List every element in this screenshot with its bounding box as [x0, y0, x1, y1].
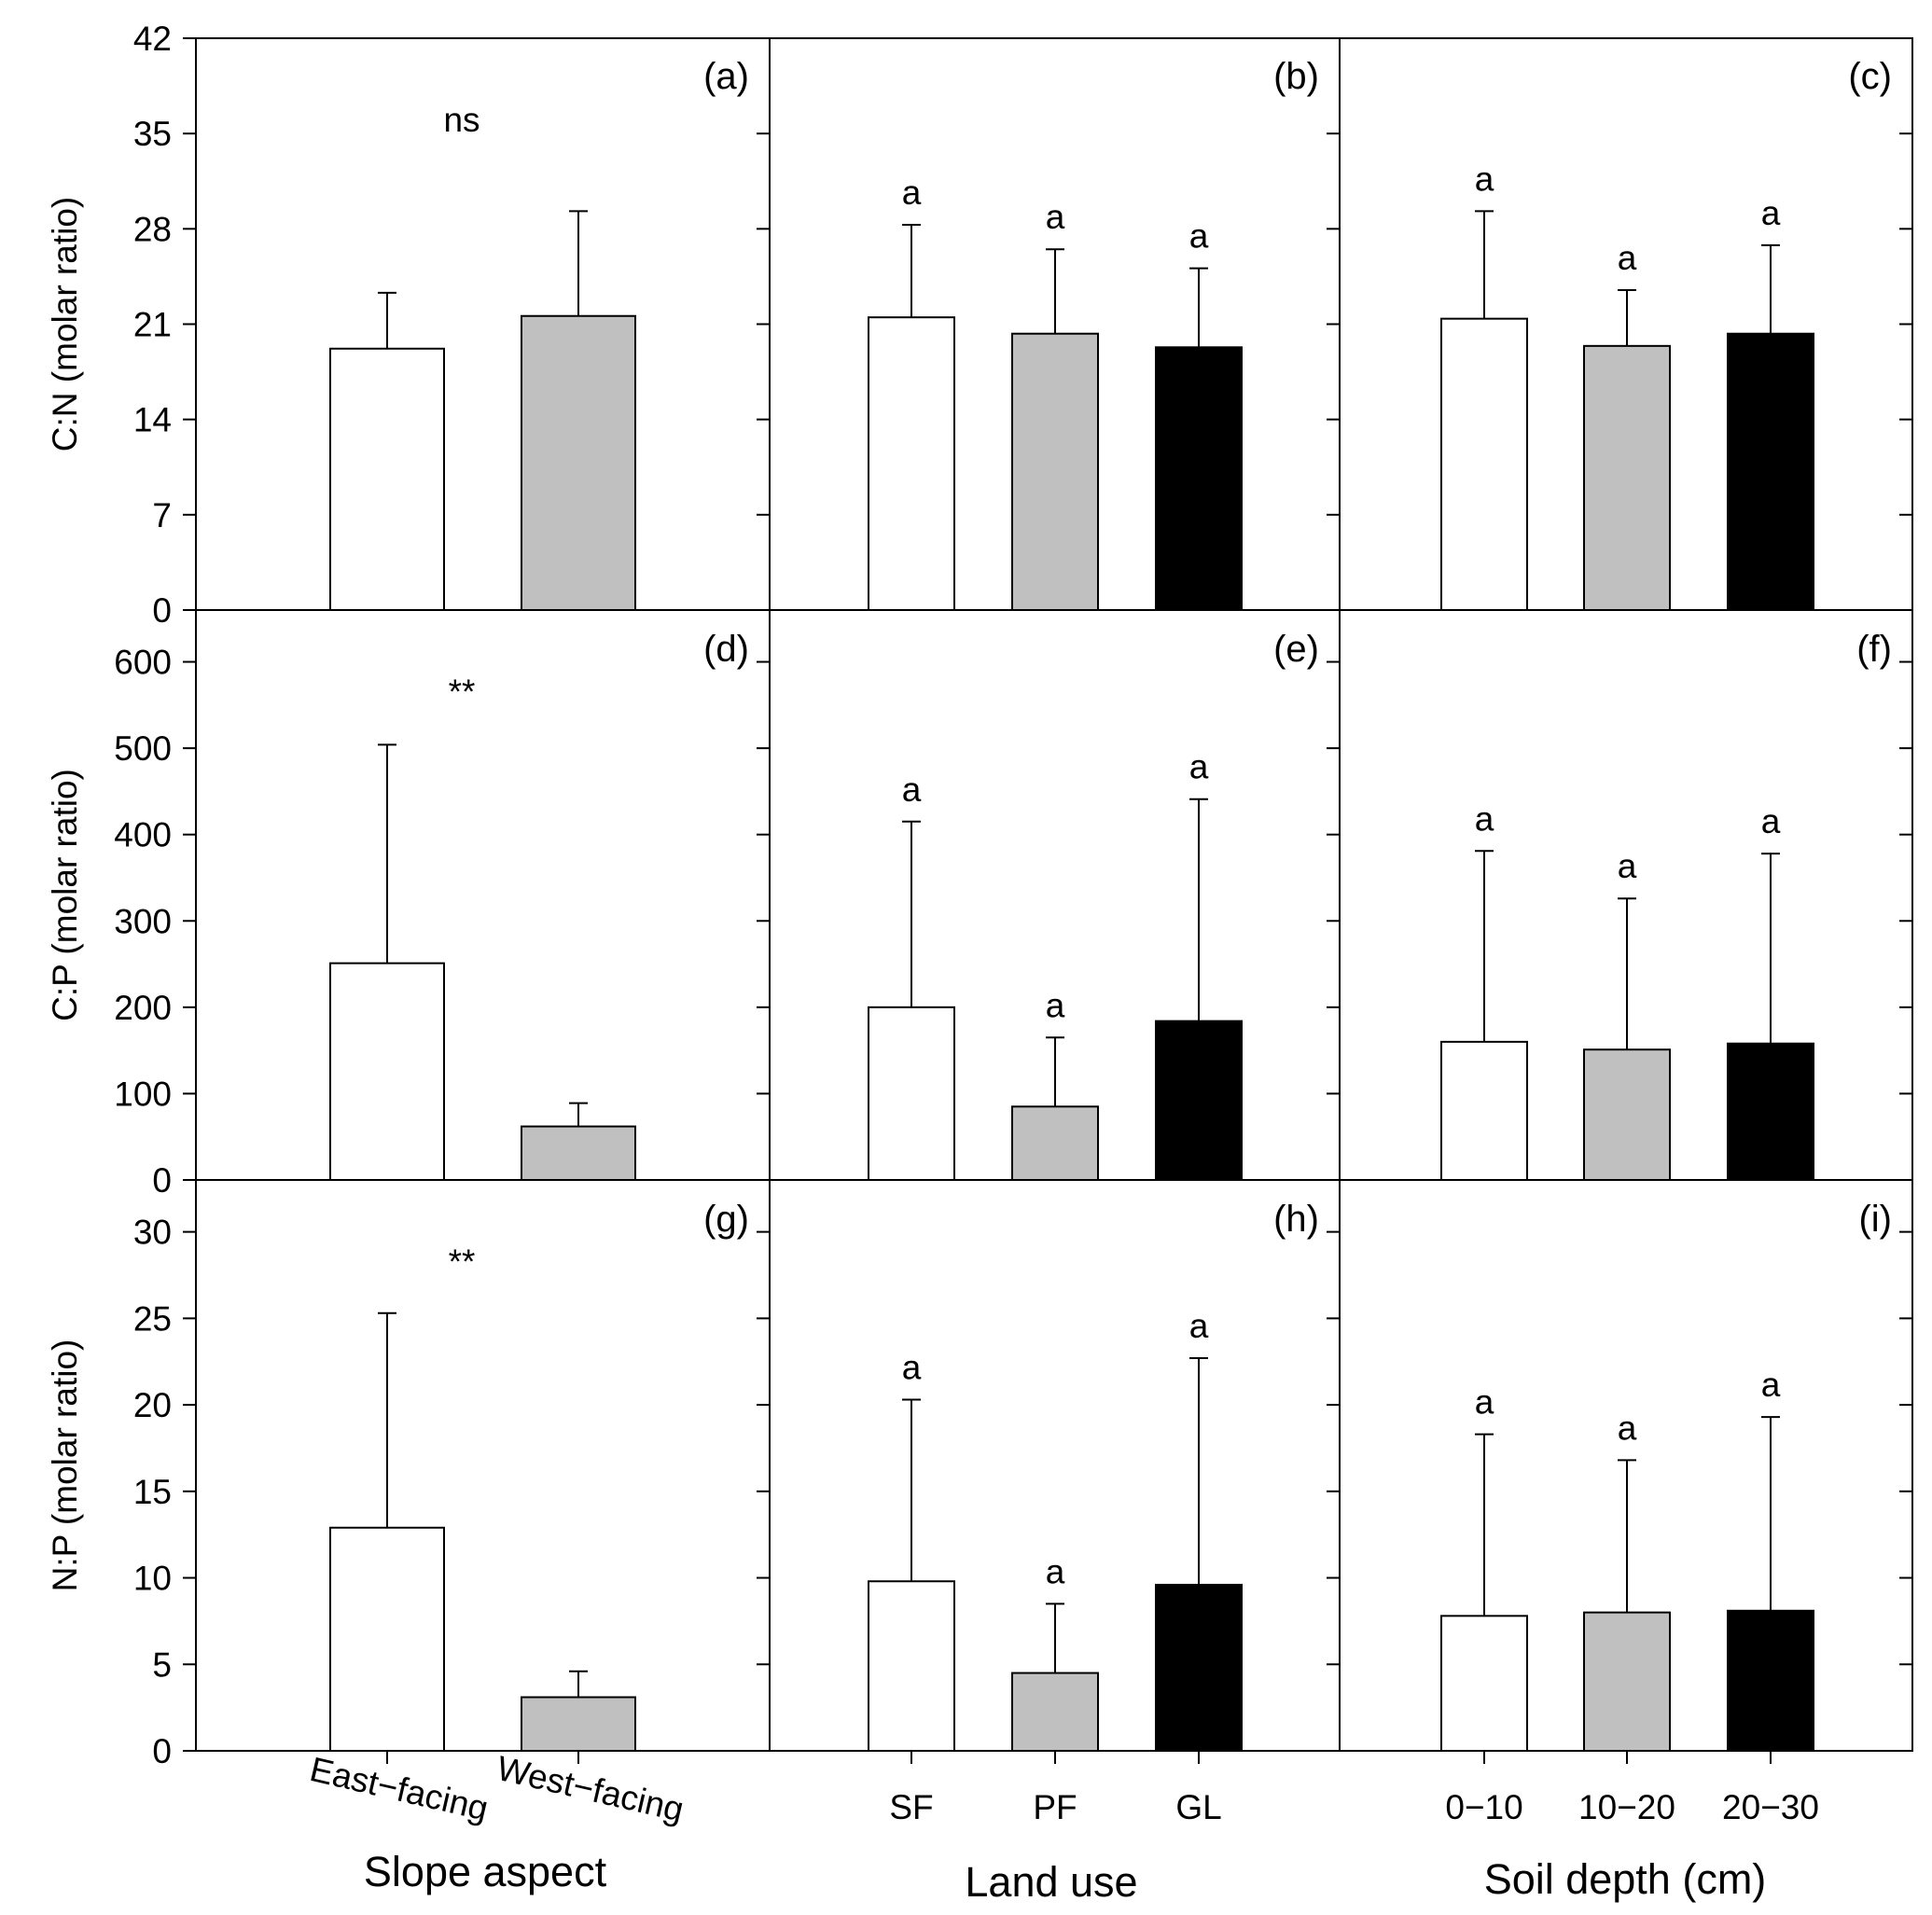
- significance-annotation: **: [449, 1242, 476, 1281]
- x-tick-label: GL: [1175, 1788, 1221, 1826]
- bar: [1583, 1611, 1671, 1752]
- y-tick-label: 300: [114, 902, 172, 940]
- significance-label: a: [1189, 1307, 1209, 1345]
- y-tick-label: 14: [133, 401, 172, 439]
- x-axis-title: Soil depth (cm): [1484, 1855, 1767, 1903]
- significance-label: a: [1475, 1383, 1494, 1422]
- panel-frame: [195, 609, 771, 1181]
- bar: [1583, 344, 1671, 611]
- y-tick-label: 28: [133, 210, 172, 248]
- x-tick-label: SF: [889, 1788, 933, 1826]
- significance-label: a: [1618, 847, 1637, 885]
- panel-letter: (g): [703, 1199, 749, 1240]
- y-tick-label: 0: [152, 591, 172, 630]
- y-tick-label: 35: [133, 115, 172, 153]
- panel-frame: [195, 1179, 771, 1752]
- panel-letter: (a): [703, 56, 749, 97]
- bar: [329, 1526, 445, 1753]
- bar: [1583, 1048, 1671, 1181]
- significance-label: a: [1761, 194, 1781, 232]
- panel-frame: [195, 37, 771, 611]
- bar: [1440, 1615, 1528, 1752]
- bar: [1011, 1672, 1099, 1752]
- significance-label: a: [1761, 1366, 1781, 1404]
- bar: [1440, 1040, 1528, 1181]
- bars-layer: [329, 210, 1814, 1753]
- significance-label: a: [1475, 160, 1494, 198]
- x-tick-label: 0−10: [1445, 1788, 1522, 1826]
- y-tick-label: 15: [133, 1473, 172, 1511]
- y-tick-label: 5: [152, 1645, 172, 1684]
- bar: [1011, 1105, 1099, 1181]
- panel-letter: (b): [1273, 56, 1319, 97]
- significance-label: a: [1046, 198, 1065, 236]
- ticks-layer: [183, 37, 1912, 1764]
- bar: [868, 1006, 955, 1182]
- x-tick-label: 10−20: [1578, 1788, 1675, 1826]
- bar: [1011, 332, 1099, 611]
- bar: [521, 314, 636, 611]
- significance-label: a: [1475, 799, 1494, 838]
- bar: [1155, 1583, 1243, 1752]
- significance-label: a: [902, 770, 922, 809]
- panel-letter: (h): [1273, 1199, 1319, 1240]
- significance-label: a: [1046, 1552, 1065, 1590]
- significance-label: a: [1046, 986, 1065, 1024]
- y-tick-label: 10: [133, 1560, 172, 1598]
- significance-annotation: **: [449, 673, 476, 711]
- y-tick-label: 400: [114, 816, 172, 854]
- panel-letter: (f): [1856, 629, 1892, 670]
- y-tick-label: 200: [114, 989, 172, 1027]
- bar: [1155, 1020, 1243, 1182]
- significance-label: a: [902, 1349, 922, 1387]
- bar: [521, 1125, 636, 1181]
- significance-label: a: [1618, 1408, 1637, 1447]
- significance-label: a: [1189, 217, 1209, 256]
- panel-letter: (e): [1273, 629, 1319, 670]
- bar: [1727, 332, 1814, 611]
- bar: [329, 347, 445, 611]
- bar: [1727, 1609, 1814, 1753]
- y-tick-label: 0: [152, 1732, 172, 1770]
- bar: [521, 1696, 636, 1752]
- y-tick-label: 7: [152, 496, 172, 534]
- x-tick-label: East−facing: [306, 1750, 492, 1828]
- y-axis-title: C:N (molar ratio): [46, 197, 84, 451]
- significance-label: a: [902, 173, 922, 212]
- significance-label: a: [1761, 802, 1781, 840]
- bar: [1727, 1042, 1814, 1182]
- bar: [1155, 346, 1243, 611]
- x-axis-title: Land use: [965, 1858, 1137, 1906]
- y-tick-label: 42: [133, 20, 172, 58]
- y-tick-label: 20: [133, 1386, 172, 1424]
- x-axis-title: Slope aspect: [364, 1848, 607, 1895]
- y-tick-label: 21: [133, 306, 172, 344]
- bar: [329, 962, 445, 1182]
- y-tick-label: 25: [133, 1299, 172, 1338]
- x-tick-label: PF: [1033, 1788, 1077, 1826]
- panel-letter: (i): [1858, 1199, 1892, 1240]
- x-tick-label: 20−30: [1722, 1788, 1819, 1826]
- y-tick-label: 30: [133, 1214, 172, 1252]
- panel-letter: (c): [1848, 56, 1892, 97]
- significance-annotation: ns: [443, 101, 480, 139]
- y-axis-title: N:P (molar ratio): [46, 1339, 84, 1592]
- y-axis-title: C:P (molar ratio): [46, 769, 84, 1021]
- y-tick-label: 500: [114, 729, 172, 768]
- y-tick-label: 600: [114, 644, 172, 682]
- x-tick-label: West−facing: [493, 1749, 688, 1829]
- panel-letter: (d): [703, 629, 749, 670]
- bar: [868, 1580, 955, 1752]
- y-tick-label: 0: [152, 1161, 172, 1200]
- significance-label: a: [1189, 748, 1209, 786]
- bar: [868, 316, 955, 611]
- significance-label: a: [1618, 239, 1637, 277]
- bar: [1440, 317, 1528, 611]
- y-tick-label: 100: [114, 1075, 172, 1113]
